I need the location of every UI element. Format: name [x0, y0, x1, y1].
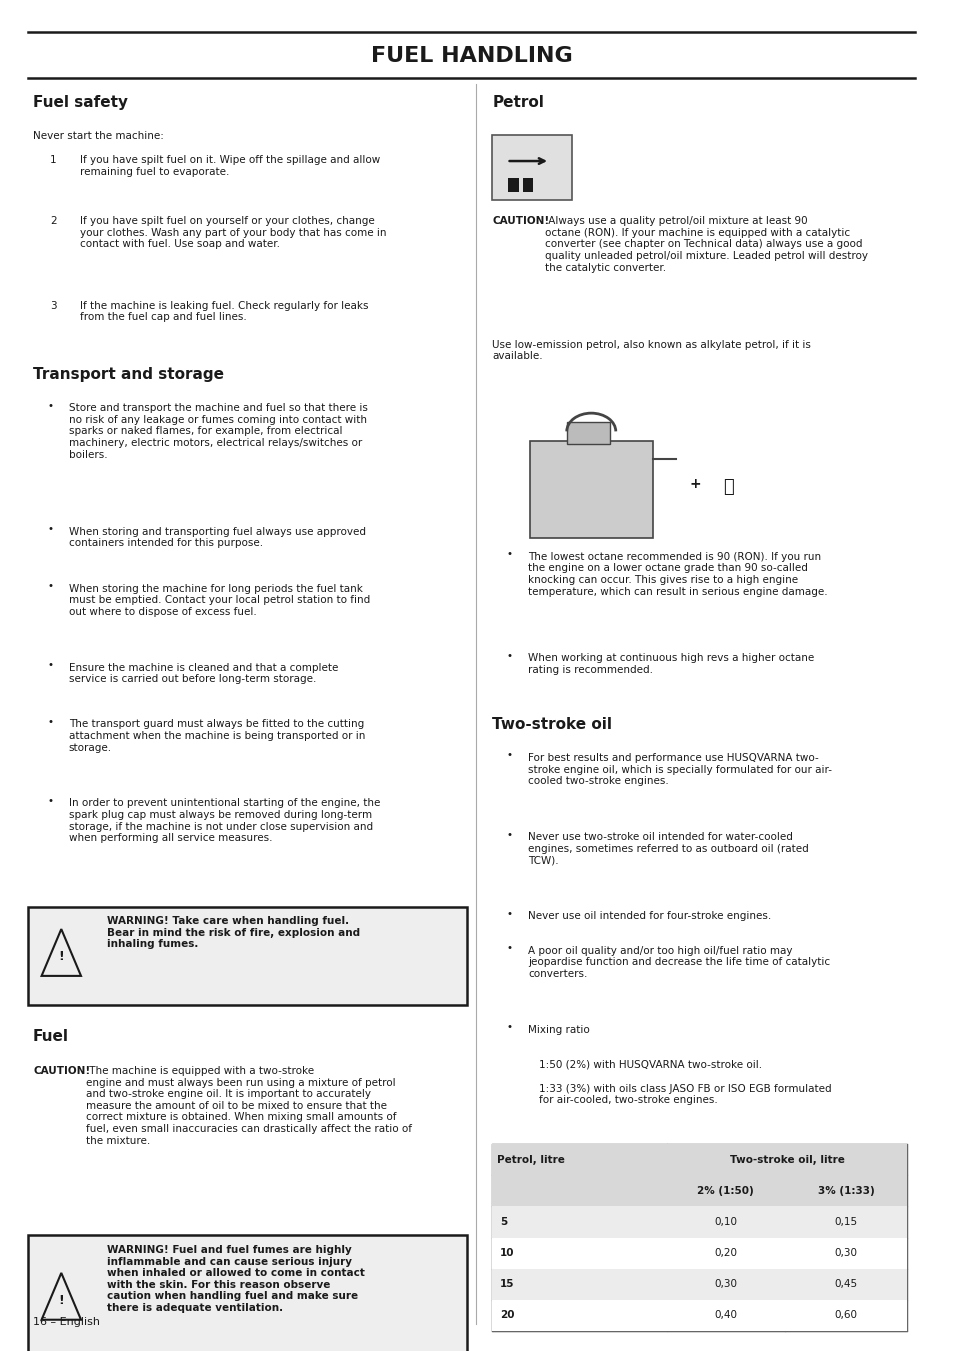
Text: 0,30: 0,30	[714, 1279, 737, 1289]
Text: Store and transport the machine and fuel so that there is
no risk of any leakage: Store and transport the machine and fuel…	[69, 404, 367, 459]
Text: 0,10: 0,10	[714, 1217, 737, 1227]
Text: 0,60: 0,60	[834, 1310, 857, 1320]
Text: 0,30: 0,30	[834, 1248, 857, 1258]
FancyBboxPatch shape	[566, 422, 609, 443]
Text: 1:50 (2%) with HUSQVARNA two-stroke oil.: 1:50 (2%) with HUSQVARNA two-stroke oil.	[538, 1059, 761, 1069]
Text: 10: 10	[499, 1248, 514, 1258]
Text: 16 – English: 16 – English	[33, 1317, 100, 1327]
Text: 0,45: 0,45	[834, 1279, 857, 1289]
Text: The lowest octane recommended is 90 (RON). If you run
the engine on a lower octa: The lowest octane recommended is 90 (RON…	[528, 553, 827, 597]
FancyBboxPatch shape	[530, 442, 652, 539]
FancyBboxPatch shape	[29, 1236, 466, 1351]
Text: A poor oil quality and/or too high oil/fuel ratio may
jeopardise function and de: A poor oil quality and/or too high oil/f…	[528, 946, 829, 979]
Text: Mixing ratio: Mixing ratio	[528, 1025, 589, 1035]
Text: •: •	[506, 909, 512, 919]
Text: WARNING! Take care when handling fuel.
Bear in mind the risk of fire, explosion : WARNING! Take care when handling fuel. B…	[107, 916, 359, 950]
Text: •: •	[506, 550, 512, 559]
Text: Never start the machine:: Never start the machine:	[33, 131, 164, 141]
FancyBboxPatch shape	[492, 135, 572, 200]
Text: For best results and performance use HUSQVARNA two-
stroke engine oil, which is : For best results and performance use HUS…	[528, 754, 831, 786]
Text: The machine is equipped with a two-stroke
engine and must always been run using : The machine is equipped with a two-strok…	[86, 1066, 412, 1146]
Text: 3: 3	[50, 301, 56, 311]
Bar	[492, 1238, 906, 1269]
Text: 2% (1:50): 2% (1:50)	[697, 1186, 753, 1196]
Text: •: •	[506, 830, 512, 839]
Bar	[492, 1300, 906, 1331]
Text: Fuel safety: Fuel safety	[33, 95, 128, 109]
Text: Never use two-stroke oil intended for water-cooled
engines, sometimes referred t: Never use two-stroke oil intended for wa…	[528, 832, 808, 866]
Text: Always use a quality petrol/oil mixture at least 90
octane (RON). If your machin: Always use a quality petrol/oil mixture …	[544, 216, 867, 273]
Text: Never use oil intended for four-stroke engines.: Never use oil intended for four-stroke e…	[528, 912, 771, 921]
Text: ⛽: ⛽	[721, 478, 733, 496]
Text: CAUTION!: CAUTION!	[492, 216, 549, 226]
Text: 0,15: 0,15	[834, 1217, 857, 1227]
Bar	[492, 1269, 906, 1300]
Text: 20: 20	[499, 1310, 514, 1320]
Text: •: •	[506, 651, 512, 661]
Text: •: •	[47, 717, 53, 727]
Text: If you have spilt fuel on it. Wipe off the spillage and allow
remaining fuel to : If you have spilt fuel on it. Wipe off t…	[80, 155, 380, 177]
Text: Transport and storage: Transport and storage	[33, 367, 224, 382]
FancyBboxPatch shape	[492, 1144, 906, 1331]
Bar	[492, 1144, 906, 1175]
Text: 3% (1:33): 3% (1:33)	[817, 1186, 873, 1196]
Bar	[492, 1175, 906, 1206]
Text: 2: 2	[50, 216, 56, 226]
Text: •: •	[47, 661, 53, 670]
Text: •: •	[506, 1023, 512, 1032]
FancyBboxPatch shape	[29, 907, 466, 1005]
Text: FUEL HANDLING: FUEL HANDLING	[370, 46, 572, 66]
Text: Fuel: Fuel	[33, 1029, 69, 1044]
Bar	[508, 178, 518, 192]
Text: If you have spilt fuel on yourself or your clothes, change
your clothes. Wash an: If you have spilt fuel on yourself or yo…	[80, 216, 386, 250]
Text: 1:33 (3%) with oils class JASO FB or ISO EGB formulated
for air-cooled, two-stro: 1:33 (3%) with oils class JASO FB or ISO…	[538, 1084, 831, 1105]
Text: +: +	[688, 477, 700, 490]
Text: Petrol, litre: Petrol, litre	[497, 1155, 564, 1165]
Text: !: !	[58, 1294, 64, 1306]
Text: CAUTION!: CAUTION!	[33, 1066, 91, 1075]
Text: Use low-emission petrol, also known as alkylate petrol, if it is
available.: Use low-emission petrol, also known as a…	[492, 340, 810, 361]
Text: The transport guard must always be fitted to the cutting
attachment when the mac: The transport guard must always be fitte…	[69, 720, 365, 753]
Text: 15: 15	[499, 1279, 514, 1289]
Text: Petrol: Petrol	[492, 95, 543, 109]
Bar	[522, 178, 533, 192]
Text: If the machine is leaking fuel. Check regularly for leaks
from the fuel cap and : If the machine is leaking fuel. Check re…	[80, 301, 368, 322]
Text: When storing the machine for long periods the fuel tank
must be emptied. Contact: When storing the machine for long period…	[69, 584, 370, 617]
Text: •: •	[506, 751, 512, 761]
Text: •: •	[47, 524, 53, 534]
Text: Ensure the machine is cleaned and that a complete
service is carried out before : Ensure the machine is cleaned and that a…	[69, 663, 338, 684]
Text: In order to prevent unintentional starting of the engine, the
spark plug cap mus: In order to prevent unintentional starti…	[69, 798, 380, 843]
Text: 0,20: 0,20	[714, 1248, 737, 1258]
Text: WARNING! Fuel and fuel fumes are highly
inflammable and can cause serious injury: WARNING! Fuel and fuel fumes are highly …	[107, 1246, 364, 1313]
Text: Two-stroke oil: Two-stroke oil	[492, 716, 612, 732]
Text: Two-stroke oil, litre: Two-stroke oil, litre	[729, 1155, 843, 1165]
Text: •: •	[47, 401, 53, 411]
Text: 1: 1	[50, 155, 56, 165]
Text: 5: 5	[499, 1217, 506, 1227]
Text: •: •	[47, 581, 53, 590]
Text: !: !	[58, 950, 64, 963]
Text: •: •	[506, 943, 512, 952]
Text: When working at continuous high revs a higher octane
rating is recommended.: When working at continuous high revs a h…	[528, 654, 814, 674]
Text: •: •	[47, 796, 53, 805]
Text: When storing and transporting fuel always use approved
containers intended for t: When storing and transporting fuel alway…	[69, 527, 365, 549]
Bar	[492, 1206, 906, 1238]
Text: 0,40: 0,40	[714, 1310, 737, 1320]
